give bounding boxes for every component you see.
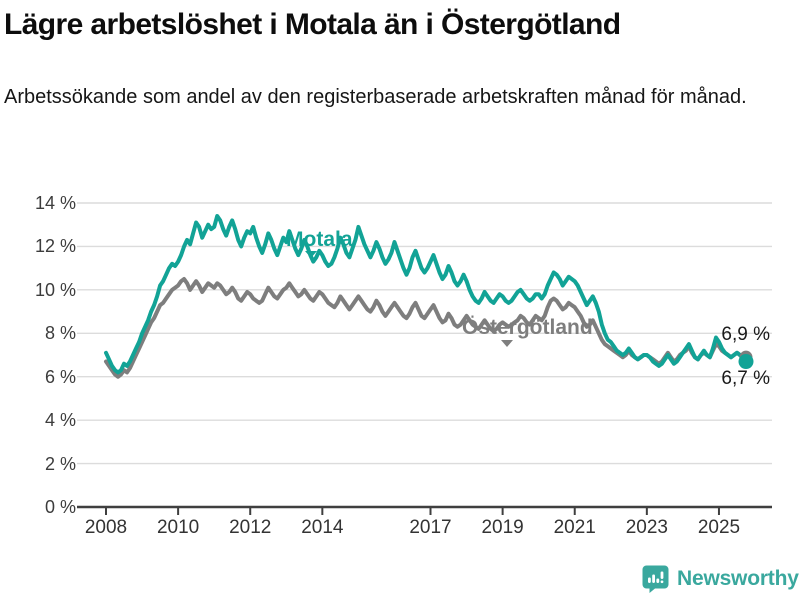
- series-line-motala: [104, 214, 748, 375]
- y-tick-label: 4 %: [44, 410, 76, 431]
- brand-name: Newsworthy: [677, 566, 799, 590]
- ostergotland-label-caret-icon: [501, 340, 513, 347]
- page-title: Lägre arbetslöshet i Motala än i Östergö…: [4, 8, 621, 41]
- y-tick-label: 0 %: [44, 497, 76, 517]
- logo-bubble-shape: [642, 565, 669, 593]
- series-label-ostergotland: Östergötland: [462, 316, 593, 339]
- end-value-motala: 6,7 %: [721, 368, 770, 389]
- y-tick-label: 8 %: [44, 323, 76, 344]
- motala-label-caret-icon: [305, 251, 317, 258]
- y-tick-label: 12 %: [34, 236, 76, 257]
- x-tick-label: 2014: [301, 517, 344, 538]
- end-dot-motala: [738, 354, 754, 370]
- series-line-ostergotland: [104, 277, 748, 379]
- x-tick-label: 2021: [553, 517, 596, 538]
- end-value-ostergotland: 6,9 %: [721, 324, 770, 345]
- y-tick-label: 14 %: [34, 193, 76, 213]
- x-tick-label: 2025: [697, 517, 741, 538]
- x-tick-label: 2010: [156, 517, 200, 538]
- x-tick-label: 2008: [84, 517, 128, 538]
- y-tick-label: 2 %: [44, 453, 76, 474]
- y-tick-label: 6 %: [44, 366, 76, 387]
- x-tick-label: 2017: [409, 517, 452, 538]
- x-tick-label: 2023: [625, 517, 668, 538]
- chart-subtitle: Arbetssökande som andel av den registerb…: [4, 86, 747, 108]
- y-tick-label: 10 %: [34, 279, 76, 300]
- series-label-motala: Motala: [286, 228, 353, 251]
- x-tick-label: 2012: [229, 517, 272, 538]
- x-tick-label: 2019: [481, 517, 524, 538]
- newsworthy-logo-icon: [642, 565, 669, 593]
- newsworthy-branding: Newsworthy: [641, 564, 799, 593]
